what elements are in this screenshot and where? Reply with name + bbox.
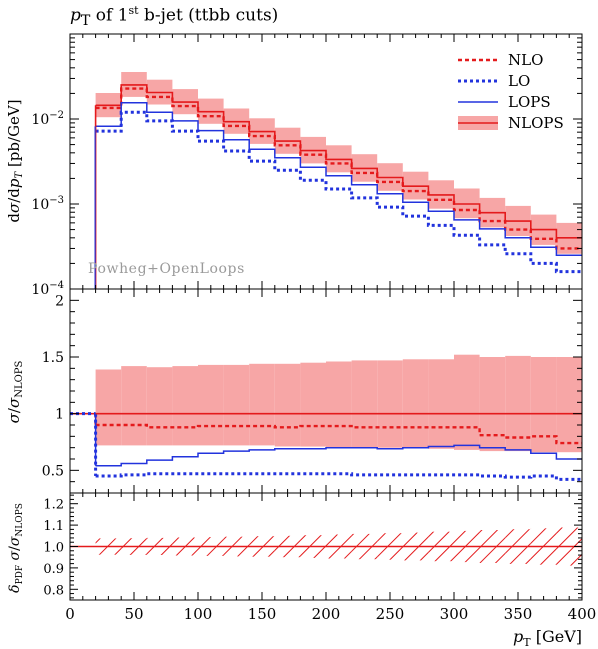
ratio-nlops-band-18 bbox=[556, 357, 582, 453]
x-tick-label-350: 350 bbox=[504, 605, 533, 623]
ratio-lo-line bbox=[95, 472, 582, 481]
main-y-tick-label-2: 10−2 bbox=[31, 110, 64, 128]
ratio-nlops-band-4 bbox=[198, 364, 224, 446]
main-y-axis-label: dσ/dpT [pb/GeV] bbox=[5, 99, 25, 222]
ratio-nlops-band-12 bbox=[402, 359, 429, 448]
main-lo-line bbox=[95, 110, 582, 274]
pdf-panel bbox=[70, 527, 582, 566]
ratio-nlops-band-3 bbox=[172, 366, 198, 446]
main-panel: Powheg+OpenLoops bbox=[88, 72, 582, 289]
watermark: Powheg+OpenLoops bbox=[88, 261, 245, 277]
pdf-y-tick-label-1.0: 1.0 bbox=[43, 541, 64, 556]
pdf-y-tick-label-0.9: 0.9 bbox=[43, 562, 64, 577]
ratio-nlops-band-1 bbox=[121, 366, 147, 446]
ratio-nlo-line bbox=[95, 423, 582, 445]
main-nlo-line bbox=[95, 87, 582, 250]
ratio-panel bbox=[70, 354, 582, 481]
legend-label-nlops: NLOPS bbox=[508, 114, 564, 132]
chart-title: pT of 1st b-jet (ttbb cuts) bbox=[70, 4, 279, 30]
ratio-y-tick-label-1: 1 bbox=[55, 407, 64, 423]
ratio-lops-line bbox=[95, 444, 582, 467]
ratio-nlops-band-14 bbox=[454, 354, 480, 450]
pdf-y-tick-label-1.2: 1.2 bbox=[43, 498, 64, 513]
x-tick-label-150: 150 bbox=[248, 605, 277, 623]
legend-label-lo: LO bbox=[508, 72, 530, 90]
x-axis-label: pT [GeV] bbox=[513, 627, 582, 649]
x-tick-label-0: 0 bbox=[65, 605, 75, 623]
ratio-nlops-band-11 bbox=[377, 360, 403, 448]
ratio-nlops-band-6 bbox=[249, 363, 275, 446]
ratio-nlops-band-7 bbox=[274, 363, 301, 447]
ratio-nlops-band-9 bbox=[326, 361, 352, 448]
main-nlops-line bbox=[95, 84, 582, 239]
pdf-y-axis-label: δPDF σ/σNLOPS bbox=[7, 503, 25, 593]
x-tick-label-100: 100 bbox=[184, 605, 213, 623]
x-tick-label-50: 50 bbox=[124, 605, 143, 623]
ratio-nlops-band-8 bbox=[300, 362, 326, 447]
legend: NLO LO LOPS NLOPS bbox=[458, 51, 564, 132]
x-tick-label-250: 250 bbox=[376, 605, 405, 623]
pdf-y-tick-label-1.1: 1.1 bbox=[43, 519, 64, 534]
legend-label-lops: LOPS bbox=[508, 93, 551, 111]
ratio-y-tick-label-0.5: 0.5 bbox=[42, 463, 64, 479]
ratio-nlops-band-2 bbox=[146, 367, 173, 446]
ratio-nlops-band-15 bbox=[479, 357, 506, 452]
pdf-y-tick-label-0.8: 0.8 bbox=[43, 583, 64, 598]
ratio-nlops-band-5 bbox=[223, 364, 250, 446]
ratio-nlops-band-17 bbox=[530, 357, 557, 453]
ratio-nlops-band-0 bbox=[95, 369, 122, 446]
main-lops-line bbox=[95, 102, 582, 256]
legend-label-nlo: NLO bbox=[508, 51, 543, 69]
ratio-y-axis-label: σ/σNLOPS bbox=[5, 360, 25, 423]
ratio-y-tick-label-2: 2 bbox=[55, 293, 64, 309]
ratio-nlops-band-13 bbox=[428, 359, 454, 449]
x-tick-label-400: 400 bbox=[568, 605, 597, 623]
ratio-nlops-band-10 bbox=[351, 360, 378, 448]
x-tick-label-200: 200 bbox=[312, 605, 341, 623]
ratio-nlops-band-16 bbox=[505, 355, 531, 452]
ratio-y-tick-label-1.5: 1.5 bbox=[42, 350, 64, 366]
main-y-tick-label-1: 10−3 bbox=[31, 195, 64, 213]
x-tick-label-300: 300 bbox=[440, 605, 469, 623]
